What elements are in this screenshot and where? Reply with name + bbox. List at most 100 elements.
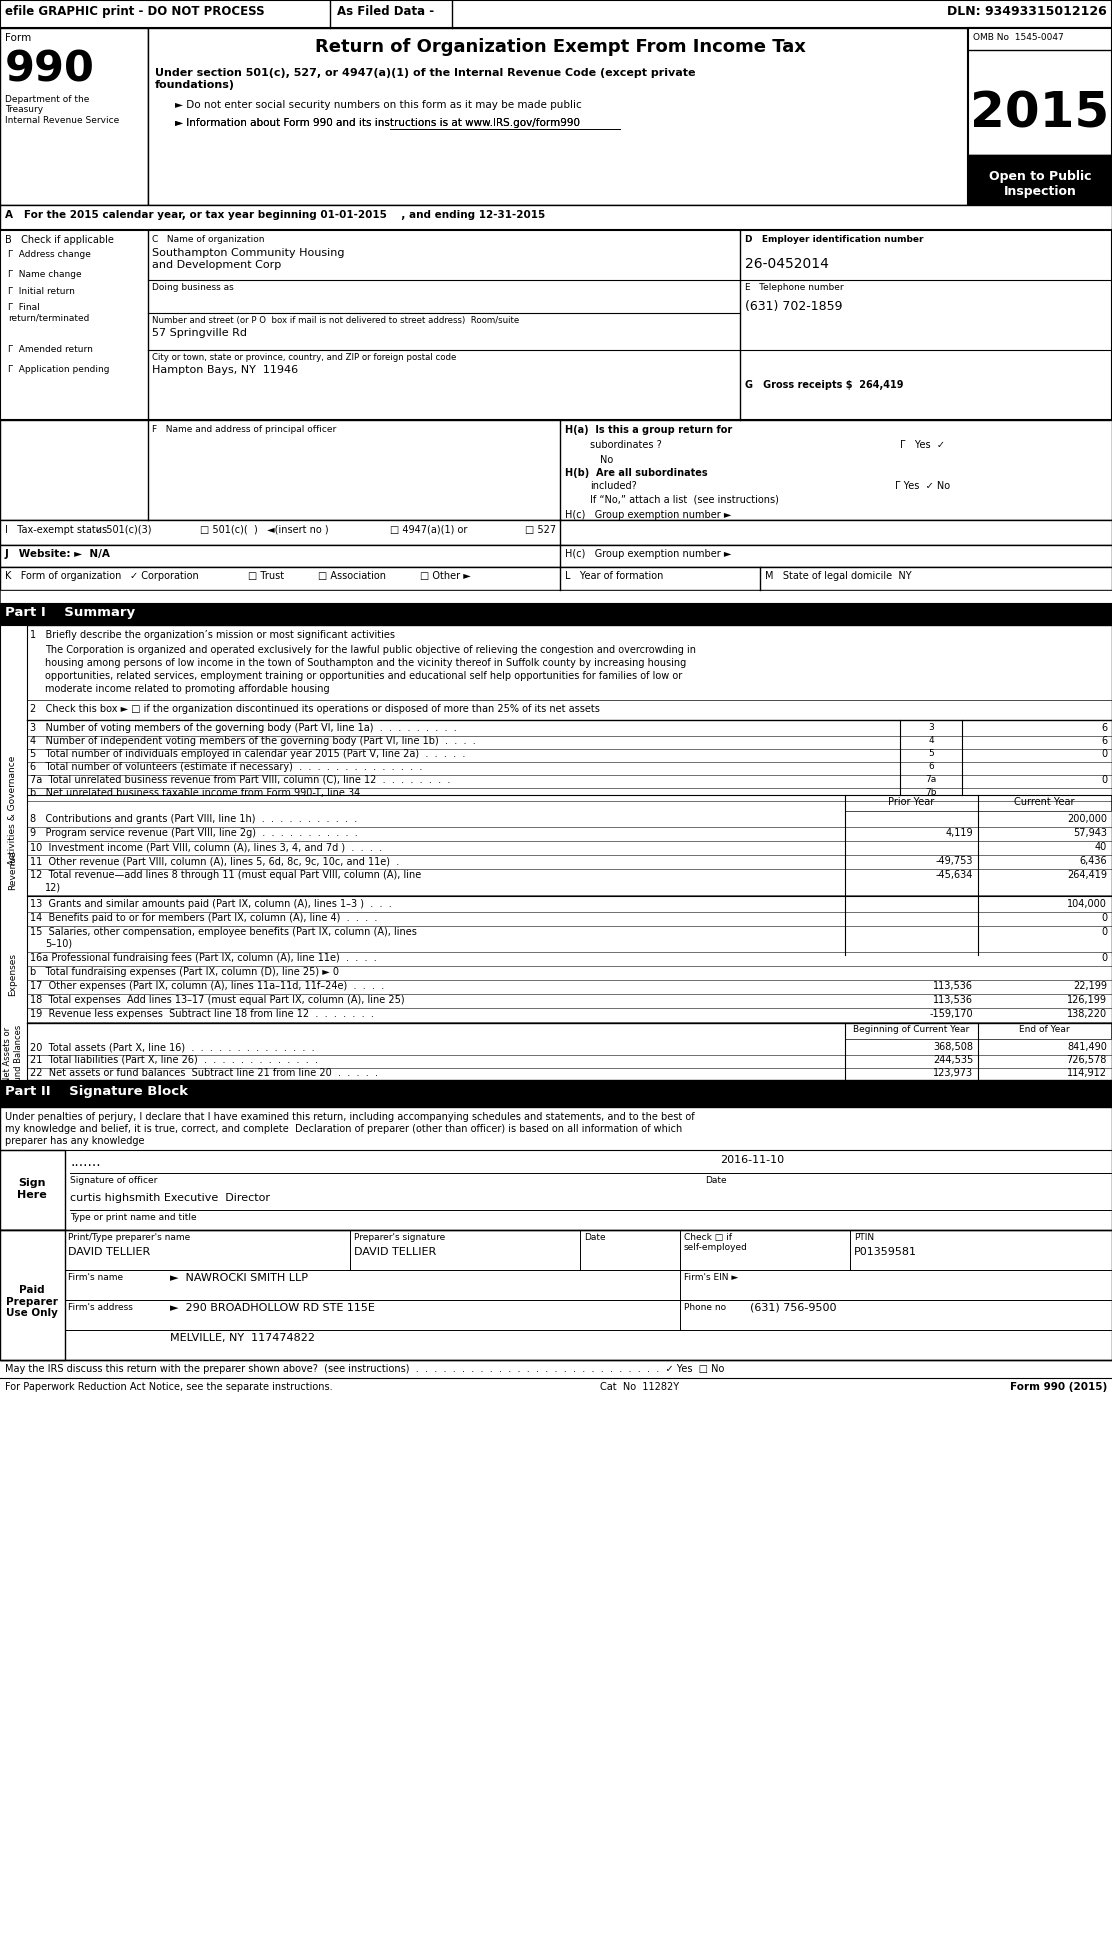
Text: City or town, state or province, country, and ZIP or foreign postal code: City or town, state or province, country…: [152, 353, 456, 362]
Text: Open to Public
Inspection: Open to Public Inspection: [989, 170, 1091, 198]
Text: (631) 756-9500: (631) 756-9500: [749, 1303, 836, 1313]
Text: ✓ Corporation: ✓ Corporation: [130, 570, 199, 582]
Text: Date: Date: [705, 1175, 726, 1185]
Bar: [0, 1107, 1112, 1279]
Text: C   Name of organization: C Name of organization: [152, 235, 265, 245]
Text: H(c)   Group exemption number ►: H(c) Group exemption number ►: [565, 509, 732, 519]
Text: 6   Total number of volunteers (estimate if necessary)  .  .  .  .  .  .  .  .  : 6 Total number of volunteers (estimate i…: [30, 762, 423, 772]
Text: 57,943: 57,943: [1073, 829, 1108, 838]
Text: 19  Revenue less expenses  Subtract line 18 from line 12  .  .  .  .  .  .  .: 19 Revenue less expenses Subtract line 1…: [30, 1009, 374, 1019]
Text: 6: 6: [929, 762, 934, 772]
Text: moderate income related to promoting affordable housing: moderate income related to promoting aff…: [44, 684, 329, 693]
Bar: [0, 1230, 1112, 1360]
Text: A   For the 2015 calendar year, or tax year beginning 01-01-2015    , and ending: A For the 2015 calendar year, or tax yea…: [4, 210, 545, 219]
Text: my knowledge and belief, it is true, correct, and complete  Declaration of prepa: my knowledge and belief, it is true, cor…: [4, 1124, 683, 1134]
Text: 11  Other revenue (Part VIII, column (A), lines 5, 6d, 8c, 9c, 10c, and 11e)  .: 11 Other revenue (Part VIII, column (A),…: [30, 856, 399, 866]
Text: Form: Form: [4, 33, 31, 43]
Text: Γ  Amended return: Γ Amended return: [8, 345, 93, 355]
Text: 6,436: 6,436: [1080, 856, 1108, 866]
Bar: [0, 566, 1112, 590]
Text: Activities & Governance: Activities & Governance: [9, 756, 18, 864]
Bar: [0, 625, 27, 1079]
Text: housing among persons of low income in the town of Southampton and the vicinity : housing among persons of low income in t…: [44, 658, 686, 668]
Bar: [0, 206, 1112, 229]
Text: □ Trust: □ Trust: [248, 570, 285, 582]
Text: H(c)   Group exemption number ►: H(c) Group exemption number ►: [565, 549, 732, 558]
Text: -45,634: -45,634: [935, 870, 973, 880]
Text: Revenue: Revenue: [9, 850, 18, 889]
Text: Firm's name: Firm's name: [68, 1273, 123, 1281]
Text: 16a Professional fundraising fees (Part IX, column (A), line 11e)  .  .  .  .: 16a Professional fundraising fees (Part …: [30, 952, 377, 964]
Text: 13  Grants and similar amounts paid (Part IX, column (A), lines 1–3 )  .  .  .: 13 Grants and similar amounts paid (Part…: [30, 899, 391, 909]
Text: 0: 0: [1101, 927, 1108, 936]
Text: 0: 0: [1101, 748, 1108, 758]
Text: 40: 40: [1094, 842, 1108, 852]
Bar: [0, 27, 148, 206]
Text: 5   Total number of individuals employed in calendar year 2015 (Part V, line 2a): 5 Total number of individuals employed i…: [30, 748, 466, 758]
Text: □ Association: □ Association: [318, 570, 386, 582]
Text: Γ  Application pending: Γ Application pending: [8, 364, 109, 374]
Text: 368,508: 368,508: [933, 1042, 973, 1052]
Text: 4   Number of independent voting members of the governing body (Part VI, line 1b: 4 Number of independent voting members o…: [30, 737, 476, 746]
Bar: [0, 545, 1112, 566]
Text: 15  Salaries, other compensation, employee benefits (Part IX, column (A), lines: 15 Salaries, other compensation, employe…: [30, 927, 417, 936]
Text: 4,119: 4,119: [945, 829, 973, 838]
Text: ► Information about Form 990 and its instructions is at www.IRS.gov/form990: ► Information about Form 990 and its ins…: [175, 118, 580, 127]
Text: Check □ if
self-employed: Check □ if self-employed: [684, 1232, 748, 1252]
Text: Phone no: Phone no: [684, 1303, 726, 1313]
Text: DAVID TELLIER: DAVID TELLIER: [68, 1248, 150, 1258]
Text: Department of the
Treasury
Internal Revenue Service: Department of the Treasury Internal Reve…: [4, 94, 119, 125]
Text: ►  290 BROADHOLLOW RD STE 115E: ► 290 BROADHOLLOW RD STE 115E: [170, 1303, 375, 1313]
Text: MELVILLE, NY  117474822: MELVILLE, NY 117474822: [170, 1332, 315, 1344]
Text: DAVID TELLIER: DAVID TELLIER: [354, 1248, 436, 1258]
Text: 841,490: 841,490: [1068, 1042, 1108, 1052]
Text: 6: 6: [1101, 737, 1108, 746]
Text: □ Other ►: □ Other ►: [420, 570, 470, 582]
Text: 7a  Total unrelated business revenue from Part VIII, column (C), line 12  .  .  : 7a Total unrelated business revenue from…: [30, 776, 450, 786]
Bar: [0, 419, 1112, 519]
Text: b   Net unrelated business taxable income from Form 990-T, line 34  .  .  .  .  : b Net unrelated business taxable income …: [30, 788, 444, 797]
Text: Γ  Final
return/terminated: Γ Final return/terminated: [8, 304, 89, 323]
Text: 17  Other expenses (Part IX, column (A), lines 11a–11d, 11f–24e)  .  .  .  .: 17 Other expenses (Part IX, column (A), …: [30, 981, 385, 991]
Text: Firm's address: Firm's address: [68, 1303, 132, 1313]
Text: Paid
Preparer
Use Only: Paid Preparer Use Only: [6, 1285, 58, 1318]
Bar: [0, 229, 1112, 419]
Text: F   Name and address of principal officer: F Name and address of principal officer: [152, 425, 336, 435]
Text: Under section 501(c), 527, or 4947(a)(1) of the Internal Revenue Code (except pr: Under section 501(c), 527, or 4947(a)(1)…: [155, 69, 695, 90]
Text: ►  NAWROCKI SMITH LLP: ► NAWROCKI SMITH LLP: [170, 1273, 308, 1283]
Text: preparer has any knowledge: preparer has any knowledge: [4, 1136, 145, 1146]
Text: 8   Contributions and grants (Part VIII, line 1h)  .  .  .  .  .  .  .  .  .  . : 8 Contributions and grants (Part VIII, l…: [30, 815, 357, 825]
Text: 21  Total liabilities (Part X, line 26)  .  .  .  .  .  .  .  .  .  .  .  .  .: 21 Total liabilities (Part X, line 26) .…: [30, 1056, 318, 1066]
Bar: [148, 27, 969, 206]
Text: 20  Total assets (Part X, line 16)  .  .  .  .  .  .  .  .  .  .  .  .  .  .: 20 Total assets (Part X, line 16) . . . …: [30, 1042, 315, 1052]
Text: For Paperwork Reduction Act Notice, see the separate instructions.: For Paperwork Reduction Act Notice, see …: [4, 1381, 332, 1393]
Text: Number and street (or P O  box if mail is not delivered to street address)  Room: Number and street (or P O box if mail is…: [152, 315, 519, 325]
Text: Type or print name and title: Type or print name and title: [70, 1213, 197, 1222]
Bar: [0, 1150, 64, 1230]
Text: G   Gross receipts $  264,419: G Gross receipts $ 264,419: [745, 380, 903, 390]
Text: Γ  Name change: Γ Name change: [8, 270, 81, 278]
Text: 113,536: 113,536: [933, 981, 973, 991]
Text: Signature of officer: Signature of officer: [70, 1175, 158, 1185]
Text: 726,578: 726,578: [1066, 1056, 1108, 1066]
Text: I   Tax-exempt status: I Tax-exempt status: [4, 525, 107, 535]
Text: 113,536: 113,536: [933, 995, 973, 1005]
Text: 4: 4: [929, 737, 934, 744]
Text: □ 4947(a)(1) or: □ 4947(a)(1) or: [390, 525, 467, 535]
Text: ✓ 501(c)(3): ✓ 501(c)(3): [95, 525, 151, 535]
Bar: [0, 590, 1112, 603]
Text: P01359581: P01359581: [854, 1248, 917, 1258]
Text: subordinates ?: subordinates ?: [590, 441, 662, 451]
Bar: [845, 795, 977, 811]
Text: Cat  No  11282Y: Cat No 11282Y: [600, 1381, 679, 1393]
Text: If “No,” attach a list  (see instructions): If “No,” attach a list (see instructions…: [590, 496, 778, 505]
Text: Under penalties of perjury, I declare that I have examined this return, includin: Under penalties of perjury, I declare th…: [4, 1113, 695, 1123]
Text: 200,000: 200,000: [1068, 815, 1108, 825]
Text: 14  Benefits paid to or for members (Part IX, column (A), line 4)  .  .  .  .: 14 Benefits paid to or for members (Part…: [30, 913, 377, 923]
Text: Part II    Signature Block: Part II Signature Block: [4, 1085, 188, 1097]
Text: DLN: 93493315012126: DLN: 93493315012126: [947, 6, 1108, 18]
Text: 3: 3: [929, 723, 934, 733]
Text: 6: 6: [1101, 723, 1108, 733]
Text: 123,973: 123,973: [933, 1068, 973, 1077]
Text: ► Information about Form 990 and its instructions is at www.IRS.gov/form990: ► Information about Form 990 and its ins…: [175, 118, 580, 127]
